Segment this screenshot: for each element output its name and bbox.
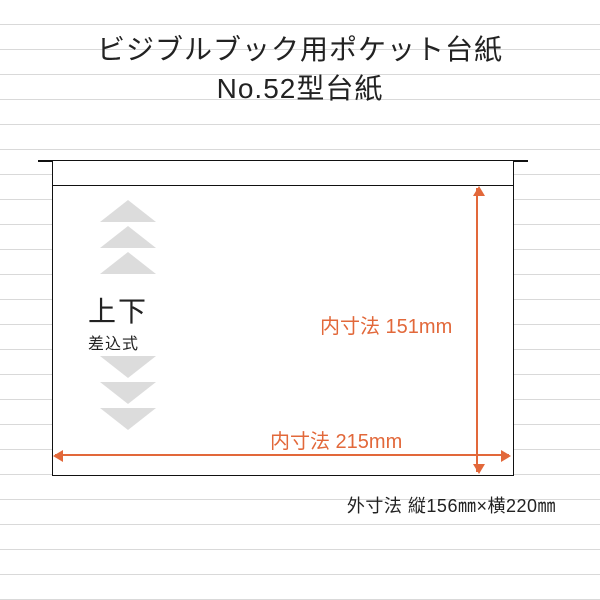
insert-label: 上下 差込式 xyxy=(88,290,148,354)
title-line-1: ビジブルブック用ポケット台紙 xyxy=(0,30,600,69)
arrow-down-icon xyxy=(100,408,156,430)
insert-arrows-up xyxy=(100,200,156,278)
insert-arrows-down xyxy=(100,352,156,430)
arrow-up-icon xyxy=(100,252,156,274)
arrow-down-icon xyxy=(100,356,156,378)
top-tick-right xyxy=(514,160,528,162)
title-line-2: No.52型台紙 xyxy=(0,69,600,108)
outer-dimension-label: 外寸法 縦156㎜×横220㎜ xyxy=(347,492,556,518)
arrow-up-icon xyxy=(100,226,156,248)
inner-dimension-height-label: 内寸法 151mm xyxy=(320,310,452,339)
insert-label-big: 上下 xyxy=(88,290,148,330)
arrow-down-icon xyxy=(100,382,156,404)
arrow-up-icon xyxy=(100,200,156,222)
title-block: ビジブルブック用ポケット台紙 No.52型台紙 xyxy=(0,30,600,108)
inner-dimension-vertical xyxy=(476,188,478,472)
inner-dimension-width-label: 内寸法 215mm xyxy=(270,425,402,454)
top-tick-left xyxy=(38,160,52,162)
pocket-flap-line xyxy=(53,185,513,186)
insert-label-small: 差込式 xyxy=(88,330,148,354)
inner-dimension-horizontal xyxy=(55,454,509,456)
